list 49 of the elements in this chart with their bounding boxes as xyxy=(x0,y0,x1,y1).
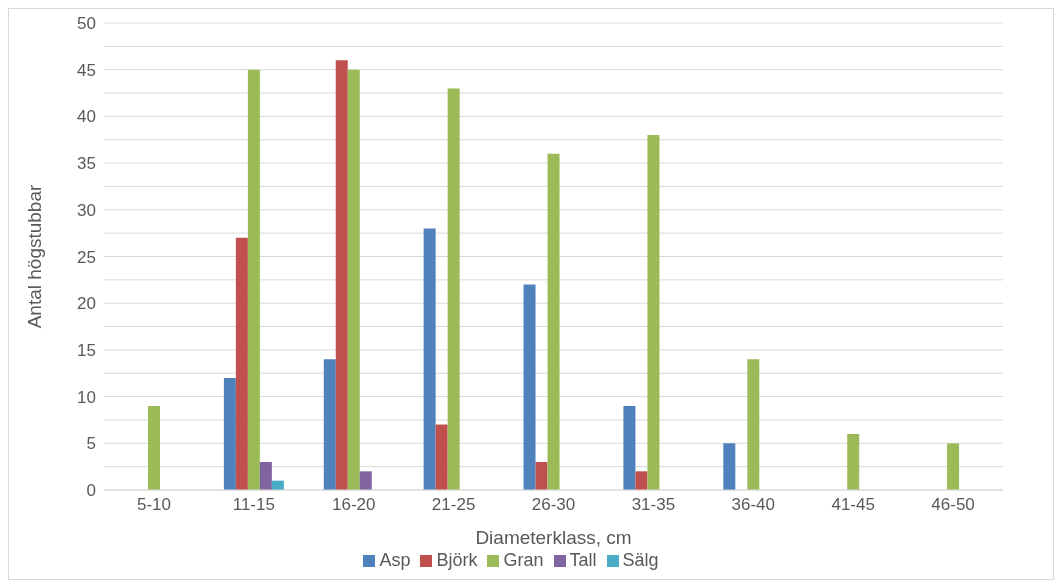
y-tick-label: 10 xyxy=(77,387,96,407)
x-tick-label: 26-30 xyxy=(531,495,576,515)
y-tick-label: 45 xyxy=(77,60,96,80)
y-tick-label: 40 xyxy=(77,107,96,127)
bar xyxy=(335,60,348,490)
x-axis-title: Diameterklass, cm xyxy=(475,527,632,548)
bar xyxy=(235,237,248,490)
y-tick-label: 50 xyxy=(77,14,96,34)
x-tick-label: 36-40 xyxy=(731,495,776,515)
legend-label: Gran xyxy=(503,550,544,570)
x-tick-label: 11-15 xyxy=(232,495,275,515)
x-tick-label: 41-45 xyxy=(831,495,875,515)
bar xyxy=(947,443,960,490)
bar xyxy=(347,69,360,490)
bar xyxy=(623,405,636,490)
bar xyxy=(535,461,548,490)
bar xyxy=(747,359,760,490)
bar xyxy=(547,153,560,490)
y-tick-label: 35 xyxy=(77,154,96,174)
x-tick-label: 16-20 xyxy=(331,495,376,515)
legend-label: Tall xyxy=(569,550,597,570)
bar xyxy=(523,284,536,490)
y-tick-label: 30 xyxy=(77,200,96,220)
y-tick-label: 0 xyxy=(86,481,96,501)
y-tick-label: 5 xyxy=(86,434,96,454)
x-tick-label: 5-10 xyxy=(136,495,171,515)
x-tick-label: 21-25 xyxy=(431,495,476,515)
legend-label: Sälg xyxy=(622,550,659,570)
bar xyxy=(247,69,260,490)
bar xyxy=(423,228,436,490)
bar xyxy=(435,424,448,490)
bar xyxy=(647,135,660,490)
y-tick-label: 15 xyxy=(77,340,96,360)
x-tick-label: 31-35 xyxy=(631,495,676,515)
bar xyxy=(147,405,160,490)
bar xyxy=(723,443,736,490)
bar xyxy=(259,461,272,490)
bar xyxy=(447,88,460,490)
y-axis-title: Antal högstubbar xyxy=(23,184,45,329)
legend-label: Asp xyxy=(379,550,411,570)
bar xyxy=(359,471,372,490)
bar xyxy=(323,359,336,490)
bar xyxy=(635,471,648,490)
y-tick-label: 20 xyxy=(77,294,96,314)
x-tick-label: 46-50 xyxy=(931,495,975,515)
bar xyxy=(847,433,860,490)
y-tick-label: 25 xyxy=(77,247,96,267)
legend-label: Björk xyxy=(436,550,478,570)
bar xyxy=(223,377,236,490)
